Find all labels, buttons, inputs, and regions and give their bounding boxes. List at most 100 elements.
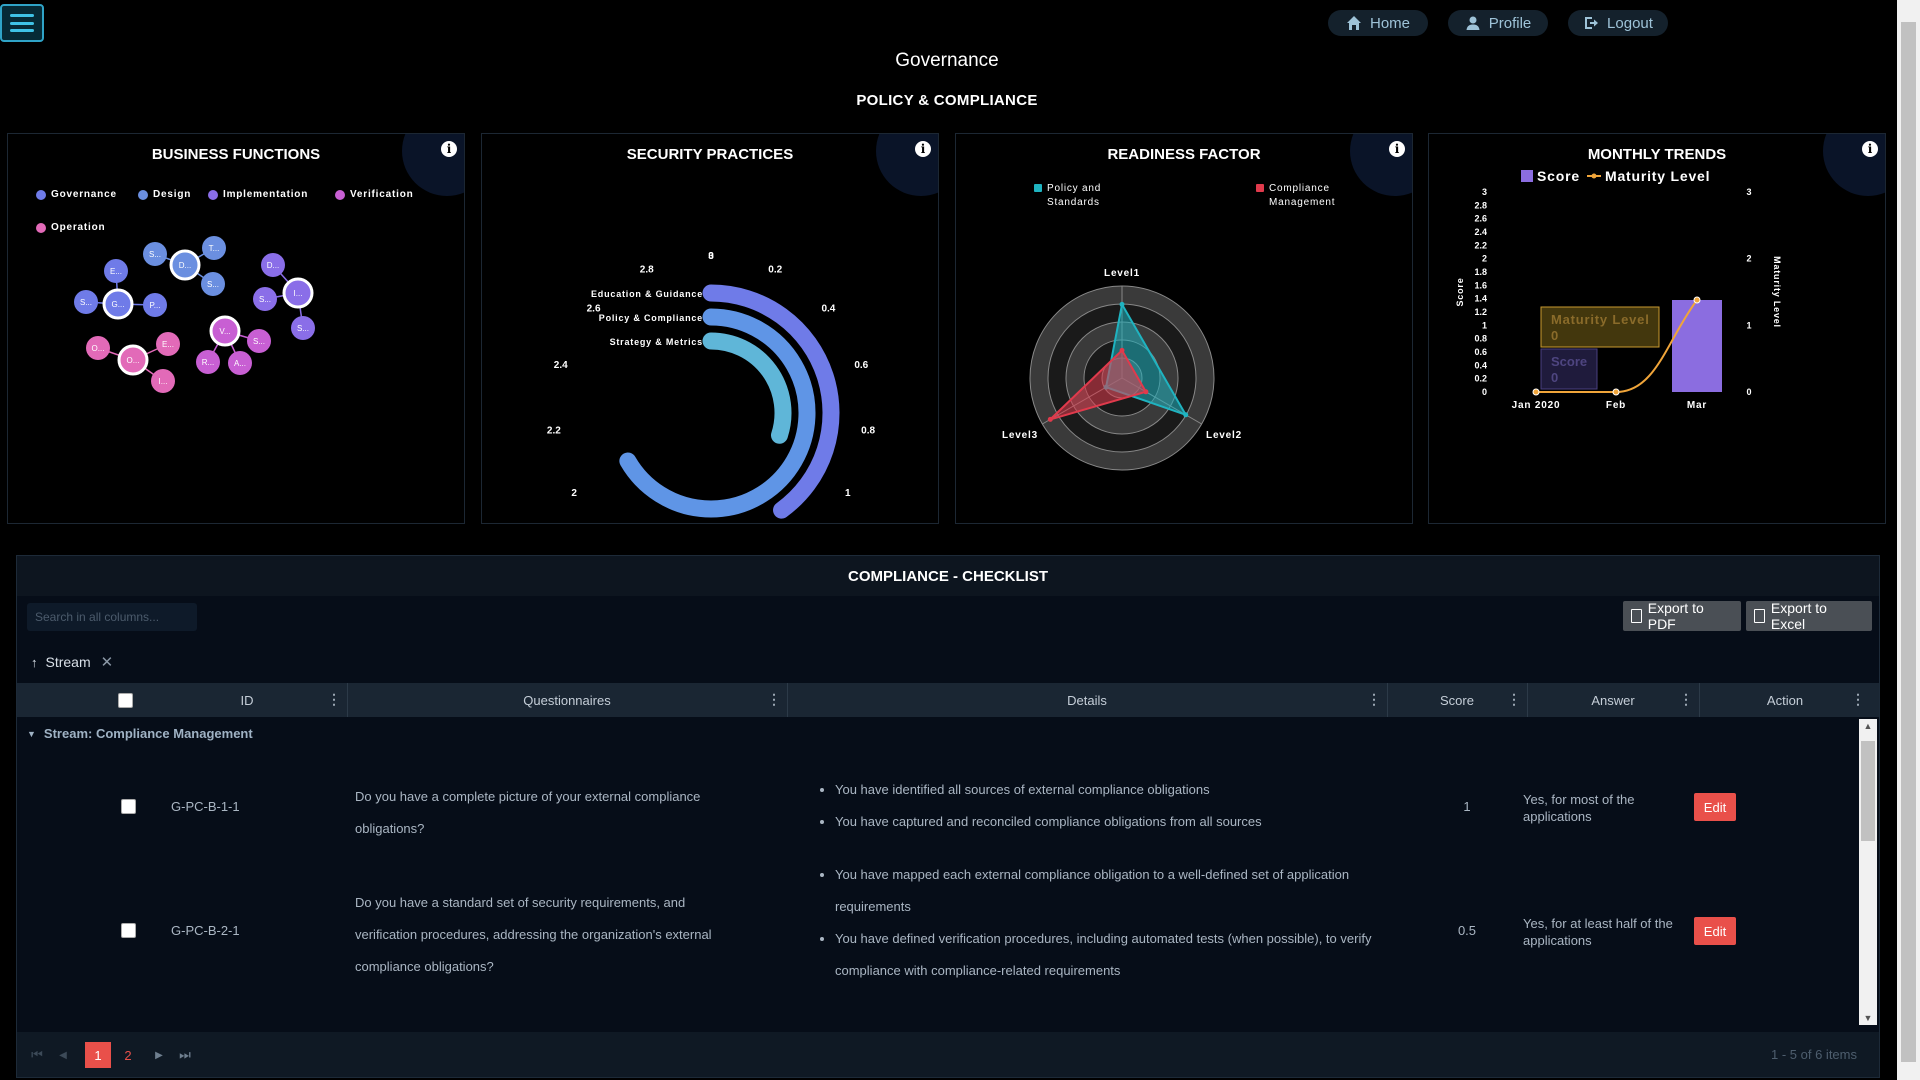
header-select-all[interactable]	[115, 683, 135, 717]
column-menu-icon[interactable]: ⋮	[767, 691, 781, 707]
radar-series-2	[1049, 348, 1148, 421]
edit-button[interactable]: Edit	[1694, 793, 1736, 821]
radial-tick-label: 2.2	[547, 426, 561, 437]
legend-implementation[interactable]: Implementation	[208, 189, 308, 200]
y-axis-title: Score	[1455, 277, 1465, 306]
legend-policy-standards[interactable]: Policy and Standards	[1034, 182, 1137, 210]
graph-node-design-hub	[169, 249, 201, 281]
row-question: Do you have a complete picture of your e…	[355, 789, 701, 836]
group-row[interactable]: ▼ Stream: Compliance Management	[27, 726, 253, 741]
header-questionnaires-label: Questionnaires	[523, 692, 611, 708]
next-page-icon[interactable]: ▶	[155, 1049, 163, 1061]
detail-item: You have defined verification procedures…	[835, 923, 1379, 987]
info-icon[interactable]: i	[441, 141, 457, 157]
search-input[interactable]	[27, 603, 197, 631]
business-functions-title: BUSINESS FUNCTIONS	[151, 146, 321, 163]
first-page-icon[interactable]: ⏮	[31, 1047, 43, 1062]
row-question: Do you have a standard set of security r…	[355, 895, 712, 974]
radial-bar-label: Policy & Compliance	[599, 313, 703, 323]
detail-item: You have mapped each external compliance…	[835, 859, 1379, 923]
y-tick-label: 3	[1482, 187, 1487, 197]
column-menu-icon[interactable]: ⋮	[1679, 691, 1693, 707]
header-action[interactable]: Action ⋮	[1699, 683, 1871, 717]
header-answer[interactable]: Answer ⋮	[1527, 683, 1699, 717]
info-icon[interactable]: i	[1389, 141, 1405, 157]
graph-node-label: G...	[112, 300, 125, 309]
readiness-factor-card: i READINESS FACTOR Policy and Standards …	[955, 133, 1413, 524]
remove-group-icon[interactable]: ✕	[100, 654, 114, 671]
radar-axis-label: Level1	[1104, 268, 1140, 279]
security-practices-chart[interactable]: Education & Guidance Policy & Compliance S…	[482, 134, 939, 524]
graph-node-label: A...	[234, 359, 246, 368]
page-button-1[interactable]: 1	[85, 1042, 111, 1068]
graph-node-implementation	[291, 316, 315, 340]
column-menu-icon[interactable]: ⋮	[327, 691, 341, 707]
maturity-line	[1536, 299, 1698, 393]
table-row[interactable]: G-PC-B-2-1 Do you have a standard set of…	[17, 861, 1857, 1021]
graph-node-label: T...	[209, 244, 220, 253]
header-questionnaires[interactable]: Questionnaires ⋮	[347, 683, 787, 717]
nav-profile-button[interactable]: Profile	[1448, 10, 1548, 36]
radial-bar-3	[702, 332, 792, 444]
radial-tick-label: 0	[708, 251, 714, 262]
scroll-up-arrow-icon[interactable]: ▲	[1863, 721, 1873, 731]
radar-axis-label: Level2	[1206, 430, 1242, 441]
graph-node-operation-hub	[117, 344, 149, 376]
scrollbar-thumb[interactable]	[1861, 741, 1875, 841]
readiness-radar-chart[interactable]: Level1 Level2 Level3	[956, 134, 1413, 524]
legend-compliance-management[interactable]: Compliance Management	[1256, 182, 1359, 210]
legend-governance[interactable]: Governance	[36, 189, 117, 200]
sort-ascending-icon: ↑	[31, 654, 38, 670]
scroll-down-arrow-icon[interactable]: ▼	[1863, 1013, 1873, 1023]
column-menu-icon[interactable]: ⋮	[1367, 691, 1381, 707]
graph-node-design	[201, 272, 225, 296]
select-all-checkbox[interactable]	[117, 692, 133, 708]
nav-logout-button[interactable]: Logout	[1568, 10, 1668, 36]
column-menu-icon[interactable]: ⋮	[1851, 691, 1865, 707]
last-page-icon[interactable]: ⏭	[179, 1047, 191, 1062]
row-checkbox[interactable]	[121, 923, 136, 938]
header-score[interactable]: Score ⋮	[1387, 683, 1527, 717]
export-excel-button[interactable]: Export to Excel	[1746, 600, 1872, 632]
header-details[interactable]: Details ⋮	[787, 683, 1387, 717]
legend-verification[interactable]: Verification	[335, 189, 414, 200]
checklist-title: COMPLIANCE - CHECKLIST	[17, 556, 1879, 596]
page-button-2[interactable]: 2	[124, 1047, 132, 1063]
row-checkbox[interactable]	[121, 799, 136, 814]
table-row[interactable]: G-PC-B-1-1 Do you have a complete pictur…	[17, 751, 1857, 861]
nav-profile-label: Profile	[1488, 14, 1532, 32]
legend-design[interactable]: Design	[138, 189, 191, 200]
maturity-point	[1693, 296, 1701, 304]
info-icon[interactable]: i	[1862, 141, 1878, 157]
group-chip[interactable]: ↑ Stream ✕	[31, 651, 113, 673]
legend-maturity-label: Maturity Level	[1605, 168, 1710, 184]
graph-node-label: I...	[294, 289, 303, 298]
hamburger-menu-button[interactable]	[0, 4, 44, 42]
edit-button[interactable]: Edit	[1694, 917, 1736, 945]
business-functions-graph[interactable]: G... E... S... P... D... S... T... S... I... D...…	[8, 134, 465, 524]
radial-tick-label: 2.8	[640, 265, 654, 276]
readiness-factor-title: READINESS FACTOR	[1107, 146, 1261, 163]
previous-page-icon[interactable]: ◀	[59, 1049, 67, 1061]
header-id[interactable]: ID ⋮	[147, 683, 347, 717]
header-id-label: ID	[240, 692, 254, 708]
graph-node-label: S...	[207, 280, 219, 289]
graph-node-implementation-hub	[282, 277, 314, 309]
graph-node-label: O...	[92, 344, 105, 353]
table-scrollbar[interactable]: ▲ ▼	[1859, 719, 1877, 1025]
column-menu-icon[interactable]: ⋮	[1507, 691, 1521, 707]
legend-governance-label: Governance	[51, 189, 117, 200]
legend-operation[interactable]: Operation	[36, 222, 105, 233]
monthly-trends-chart[interactable]: Score Maturity Level00.20.40.60.811.21.41…	[1429, 134, 1886, 524]
window-scrollbar[interactable]	[1897, 0, 1920, 1080]
export-pdf-button[interactable]: Export to PDF	[1623, 600, 1741, 632]
graph-node-label: S...	[80, 298, 92, 307]
score-tooltip-label: Score	[1551, 354, 1587, 369]
y2-tick-label: 1	[1746, 320, 1751, 330]
info-icon[interactable]: i	[915, 141, 931, 157]
row-id: G-PC-B-1-1	[171, 799, 240, 814]
nav-home-button[interactable]: Home	[1328, 10, 1428, 36]
collapse-triangle-icon[interactable]: ▼	[27, 728, 36, 739]
graph-node-label: S...	[149, 250, 161, 259]
window-scrollbar-thumb[interactable]	[1901, 22, 1916, 1062]
